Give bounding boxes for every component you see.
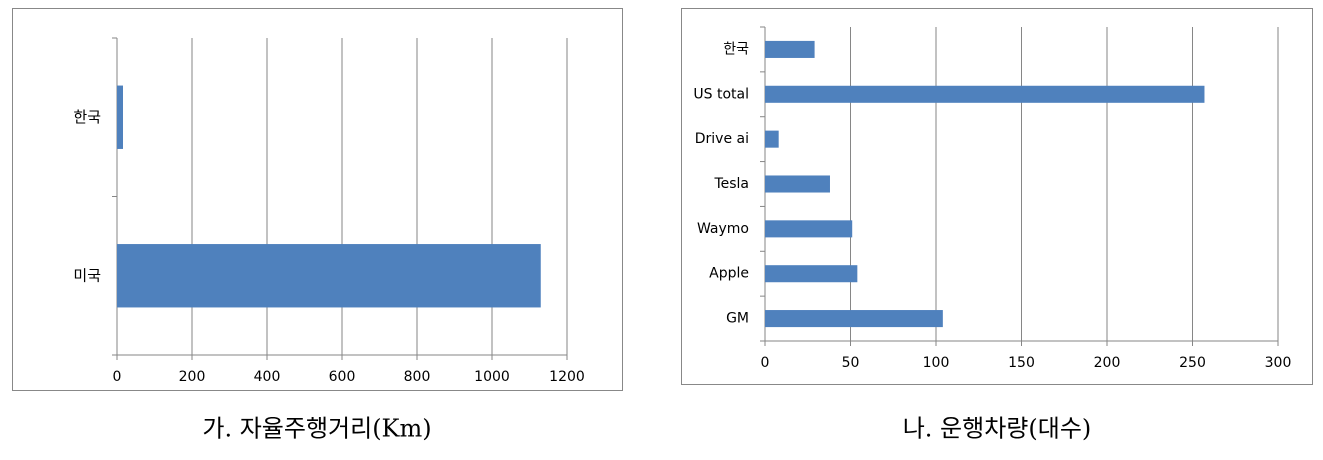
x-tick-label: 300: [1265, 355, 1292, 371]
bar: [765, 220, 853, 238]
bar: [765, 175, 830, 193]
y-tick-label: US total: [693, 86, 749, 102]
x-tick-label: 150: [1008, 355, 1035, 371]
y-tick-label: 한국: [73, 108, 101, 126]
y-tick-label: Tesla: [713, 176, 749, 192]
bar: [765, 310, 943, 328]
bar: [765, 265, 858, 283]
bar: [117, 85, 123, 149]
chart-frame: [681, 8, 1313, 385]
x-tick-label: 200: [179, 369, 206, 385]
x-tick-label: 0: [113, 369, 122, 385]
y-tick-label: GM: [726, 311, 749, 327]
x-tick-label: 200: [1094, 355, 1121, 371]
y-tick-label: Drive ai: [695, 131, 749, 147]
x-tick-label: 600: [329, 369, 356, 385]
chart-frame: [12, 8, 623, 391]
x-tick-label: 50: [842, 355, 860, 371]
y-tick-label: 한국: [723, 41, 749, 57]
bar: [765, 40, 815, 58]
chart-title: 가. 자율주행거리(Km): [202, 415, 431, 443]
x-tick-label: 100: [923, 355, 950, 371]
bar: [765, 130, 779, 148]
chart-title: 나. 운행차량(대수): [903, 415, 1092, 443]
bar: [765, 85, 1205, 103]
y-tick-label: 미국: [73, 266, 101, 284]
y-tick-label: Waymo: [697, 221, 749, 237]
x-tick-label: 250: [1179, 355, 1206, 371]
y-tick-label: Apple: [709, 266, 749, 282]
x-tick-label: 800: [404, 369, 431, 385]
x-tick-label: 400: [254, 369, 281, 385]
x-tick-label: 0: [761, 355, 770, 371]
x-tick-label: 1000: [474, 369, 510, 385]
x-tick-label: 1200: [549, 369, 585, 385]
bar: [117, 244, 541, 308]
